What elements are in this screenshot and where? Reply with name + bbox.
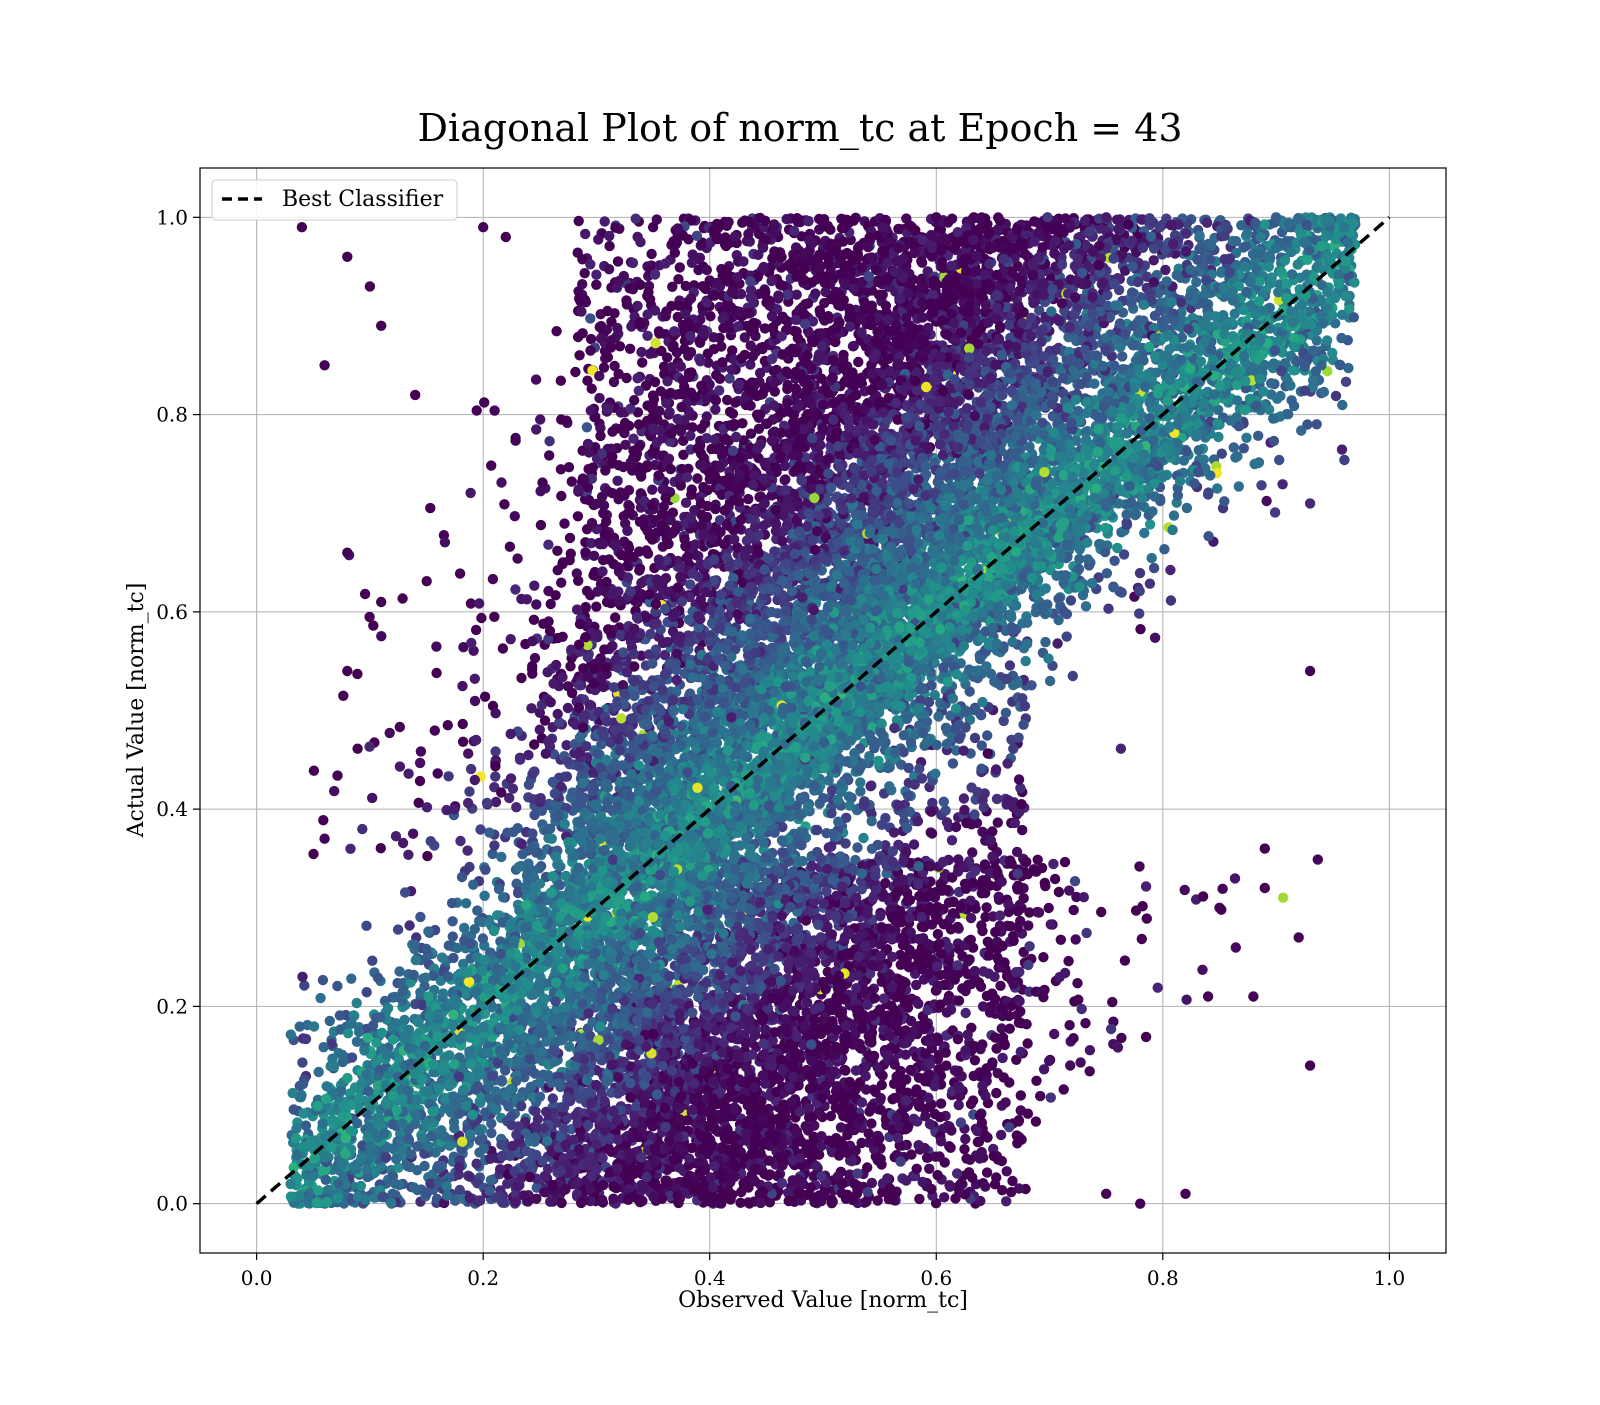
scatter-point	[529, 581, 539, 591]
scatter-point	[1341, 377, 1351, 387]
scatter-point	[364, 612, 374, 622]
scatter-point	[419, 1161, 429, 1171]
scatter-point	[947, 835, 957, 845]
scatter-point	[462, 845, 472, 855]
scatter-point	[1337, 400, 1347, 410]
scatter-point	[970, 1055, 980, 1065]
scatter-point	[543, 540, 553, 550]
scatter-point	[1166, 595, 1176, 605]
scatter-point	[338, 691, 348, 701]
scatter-point	[1134, 608, 1144, 618]
scatter-point	[443, 720, 453, 730]
scatter-point	[951, 822, 961, 832]
scatter-point	[548, 678, 558, 688]
scatter-point	[556, 376, 566, 386]
scatter-point	[490, 746, 500, 756]
scatter-point	[1060, 857, 1070, 867]
scatter-point	[1075, 1057, 1085, 1067]
scatter-point	[997, 1053, 1007, 1063]
scatter-point	[827, 785, 837, 795]
scatter-point	[936, 1098, 946, 1108]
scatter-point	[1234, 481, 1244, 491]
scatter-point	[1103, 604, 1113, 614]
scatter-point	[1038, 952, 1048, 962]
scatter-point	[1165, 565, 1175, 575]
chart-title: Diagonal Plot of norm_tc at Epoch = 43	[417, 106, 1182, 151]
scatter-point	[792, 290, 802, 300]
scatter-point	[458, 719, 468, 729]
scatter-point	[1070, 876, 1080, 886]
scatter-point	[352, 669, 362, 679]
scatter-point	[810, 288, 820, 298]
scatter-point	[552, 546, 562, 556]
scatter-point	[559, 518, 569, 528]
scatter-point	[1071, 934, 1081, 944]
scatter-point	[1035, 1091, 1045, 1101]
scatter-point	[510, 584, 520, 594]
scatter-point	[362, 987, 372, 997]
scatter-point	[431, 641, 441, 651]
scatter-point	[486, 460, 496, 470]
scatter-point	[1256, 480, 1266, 490]
scatter-point	[511, 879, 521, 889]
scatter-point	[582, 422, 592, 432]
scatter-point	[982, 1167, 992, 1177]
scatter-point	[1116, 744, 1126, 754]
scatter-point	[591, 270, 601, 280]
scatter-point	[1145, 519, 1155, 529]
scatter-point	[430, 725, 440, 735]
scatter-point	[314, 1067, 324, 1077]
scatter-point	[346, 974, 356, 984]
scatter-point	[416, 746, 426, 756]
scatter-point	[574, 350, 584, 360]
scatter-point	[948, 758, 958, 768]
scatter-point	[967, 847, 977, 857]
scatter-point	[743, 494, 753, 504]
scatter-point	[1139, 528, 1149, 538]
scatter-point	[415, 758, 425, 768]
scatter-point	[981, 902, 991, 912]
scatter-point	[954, 1100, 964, 1110]
scatter-point	[395, 722, 405, 732]
scatter-point	[1313, 854, 1323, 864]
scatter-point	[545, 1197, 555, 1207]
scatter-point	[632, 301, 642, 311]
